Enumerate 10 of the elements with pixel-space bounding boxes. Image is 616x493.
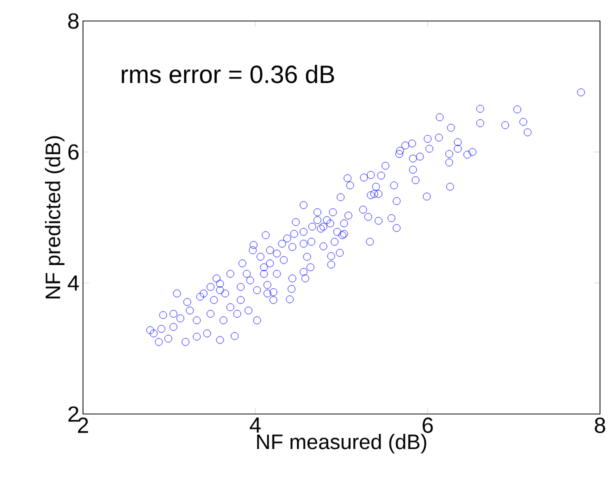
x-tick-label: 8 [594, 418, 606, 434]
x-tick-label: 6 [422, 418, 433, 434]
annotation: rms error = 0.36 dB [122, 64, 334, 84]
y-axis-title: NF predicted (dB) [44, 136, 64, 298]
y-tick-label: 8 [68, 13, 79, 29]
y-tick-label: 4 [68, 275, 79, 291]
y-tick-label: 6 [68, 144, 79, 160]
y-tick-label: 2 [68, 406, 78, 422]
x-axis-title: NF measured (dB) [257, 434, 426, 454]
x-tick-label: 4 [250, 418, 261, 433]
